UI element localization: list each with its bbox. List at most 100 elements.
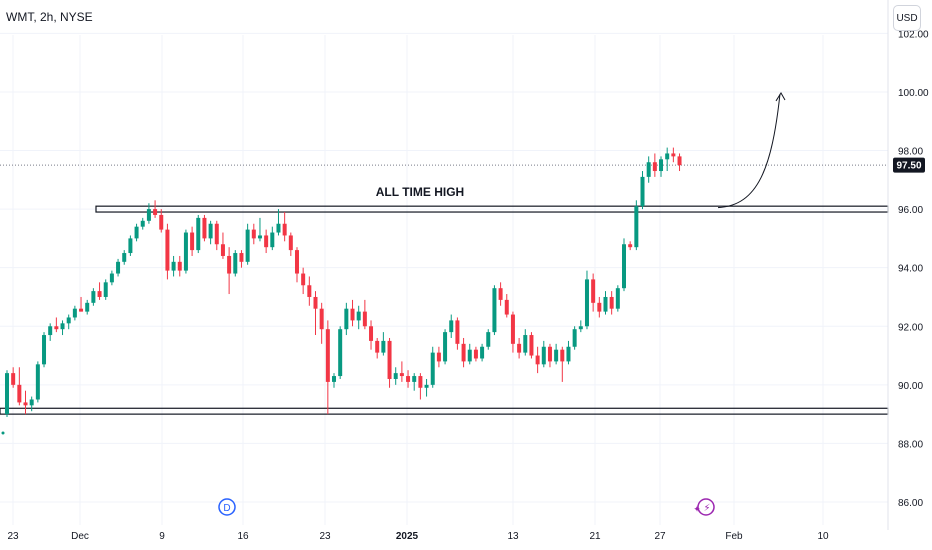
candle-body xyxy=(338,329,343,377)
candle-body xyxy=(510,314,515,344)
candle xyxy=(319,302,324,344)
candle-body xyxy=(116,261,121,274)
candle xyxy=(356,305,361,330)
candle xyxy=(153,200,158,218)
candle xyxy=(313,291,318,336)
candle xyxy=(412,373,417,391)
candle-body xyxy=(634,206,639,248)
arrow-projection[interactable] xyxy=(717,93,781,209)
candle-body xyxy=(233,253,238,274)
support-zone[interactable] xyxy=(0,407,889,415)
x-tick-label: 27 xyxy=(654,531,666,542)
candle xyxy=(455,317,460,350)
candle-body xyxy=(677,156,682,166)
candle-body xyxy=(146,209,151,221)
all-time-high-annotation[interactable]: ALL TIME HIGH xyxy=(376,185,464,199)
candle-body xyxy=(436,352,441,362)
dividend-marker[interactable] xyxy=(218,498,236,516)
candle xyxy=(91,288,96,306)
candle xyxy=(486,329,491,350)
candle-body xyxy=(560,349,565,362)
candle-body xyxy=(418,376,423,388)
currency-button[interactable]: USD xyxy=(893,5,921,31)
x-tick-label: 23 xyxy=(319,531,331,542)
candle xyxy=(652,153,657,177)
candle-body xyxy=(671,153,676,157)
candle-body xyxy=(615,288,620,309)
candle xyxy=(677,153,682,172)
candle xyxy=(671,147,676,163)
candle xyxy=(461,337,466,368)
candle xyxy=(492,285,497,336)
candle xyxy=(183,229,188,274)
candle-body xyxy=(547,346,552,362)
y-tick-label: 90.00 xyxy=(898,381,923,392)
candle xyxy=(85,299,90,315)
candle xyxy=(547,343,552,368)
candle-body xyxy=(412,376,417,382)
candle xyxy=(122,250,127,265)
candle-body xyxy=(214,223,219,245)
candle-body xyxy=(523,335,528,353)
candle xyxy=(227,247,232,295)
candle xyxy=(171,255,176,277)
candle-body xyxy=(609,296,614,309)
candle xyxy=(134,223,139,242)
candle xyxy=(628,241,633,251)
candle-body xyxy=(239,253,244,262)
candle-body xyxy=(97,291,102,297)
candle xyxy=(301,267,306,295)
candle xyxy=(239,250,244,268)
grid xyxy=(0,32,888,525)
candle-body xyxy=(325,329,330,382)
candle-body xyxy=(165,229,170,271)
candle-body xyxy=(640,176,645,207)
time-axis: 23 Dec 9 16 23 2025 13 21 27 Feb 10 xyxy=(7,531,829,542)
candle-body xyxy=(603,296,608,312)
candle xyxy=(116,258,121,277)
candle-body xyxy=(79,308,84,312)
candle-body xyxy=(332,376,337,382)
candle xyxy=(591,273,596,312)
candle xyxy=(23,390,28,415)
candle-body xyxy=(486,332,491,347)
candle xyxy=(517,337,522,359)
candle-body xyxy=(584,279,589,327)
candle-body xyxy=(159,214,164,230)
candle-body xyxy=(35,364,40,400)
candle xyxy=(584,270,589,330)
candle-body xyxy=(307,285,312,297)
candle xyxy=(11,367,16,388)
price-badge-bg xyxy=(893,157,925,173)
x-tick-label: 21 xyxy=(589,531,601,542)
candle-body xyxy=(48,326,53,336)
candle-body xyxy=(350,308,355,321)
candle-body xyxy=(461,343,466,362)
candle-body xyxy=(622,244,626,289)
candle xyxy=(665,147,670,172)
candle xyxy=(646,156,651,183)
candle-body xyxy=(227,255,232,274)
candle xyxy=(288,232,293,256)
y-tick-label: 86.00 xyxy=(898,498,923,509)
candle-body xyxy=(245,229,250,262)
earnings-marker[interactable] xyxy=(697,498,715,516)
candle-body xyxy=(659,159,664,172)
candle-body xyxy=(171,261,176,271)
x-tick-label: 23 xyxy=(7,531,19,542)
candle xyxy=(146,203,151,224)
candle xyxy=(140,217,145,230)
price-badge-label: 97.50 xyxy=(896,161,921,172)
candle xyxy=(387,337,392,388)
candles xyxy=(5,147,682,418)
candle xyxy=(294,247,299,283)
candle-body xyxy=(467,349,472,362)
candle-body xyxy=(140,220,145,227)
candle-body xyxy=(535,355,540,365)
candle-body xyxy=(665,153,670,160)
candle xyxy=(128,235,133,256)
x-tick-label: 10 xyxy=(817,531,829,542)
candle xyxy=(5,370,9,418)
candle xyxy=(282,212,287,242)
